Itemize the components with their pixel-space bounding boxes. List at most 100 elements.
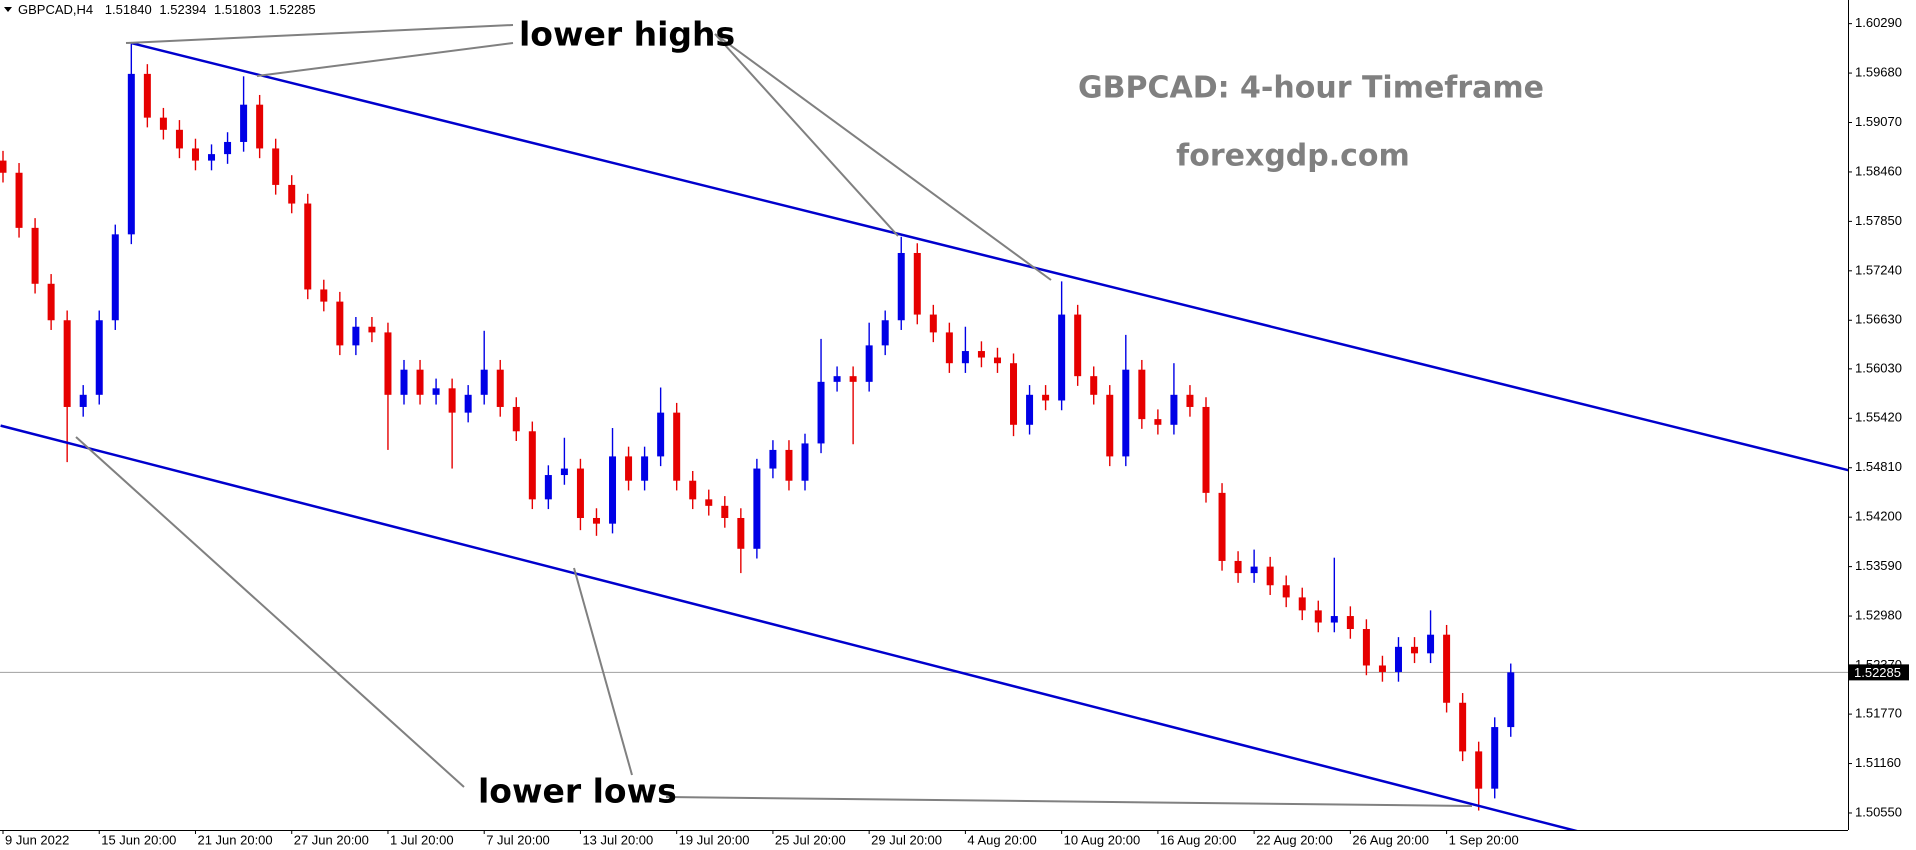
y-tick-label: 1.54200 [1855, 509, 1902, 524]
candle-body [448, 388, 456, 413]
current-price-label: 1.52285 [1854, 665, 1901, 680]
quote-high: 1.52394 [159, 2, 206, 17]
candle-body [352, 326, 360, 346]
callout-line [75, 436, 465, 788]
candle-body [576, 468, 584, 518]
callout-line [125, 24, 514, 44]
candle-body [1282, 585, 1290, 598]
x-tick-label: 1 Sep 20:00 [1449, 832, 1519, 847]
candle-body [977, 351, 985, 358]
candle-body [1138, 369, 1146, 420]
y-tick-label: 1.51770 [1855, 706, 1902, 721]
candle-body [625, 456, 633, 481]
candle-body [705, 499, 713, 506]
x-tick-label: 19 Jul 20:00 [679, 832, 750, 847]
candle-body [657, 412, 665, 457]
candle-body [897, 252, 905, 321]
annotation: lower lows [478, 772, 677, 811]
candle-body [432, 388, 440, 395]
y-tick-label: 1.50550 [1855, 804, 1902, 819]
x-tick-label: 21 Jun 20:00 [197, 832, 272, 847]
callout-line [714, 33, 899, 237]
candle-body [1122, 369, 1130, 457]
candle-body [528, 431, 536, 500]
candle-body [1298, 597, 1306, 611]
y-tick-label: 1.59680 [1855, 65, 1902, 80]
candle-body [496, 369, 504, 407]
y-tick-label: 1.52980 [1855, 607, 1902, 622]
y-tick-label: 1.51160 [1855, 755, 1901, 770]
candle-body [785, 449, 793, 481]
candle-body [961, 351, 969, 364]
candle-body [1186, 394, 1194, 407]
y-tick-label: 1.53590 [1855, 558, 1902, 573]
candle-body [1042, 394, 1050, 401]
candle-body [480, 369, 488, 395]
callout-line [665, 796, 1473, 807]
candle-body [737, 517, 745, 549]
candle-body [224, 141, 232, 155]
candle-body [1427, 634, 1435, 654]
candle-body [1026, 394, 1034, 425]
candle-body [1202, 406, 1210, 493]
candle-body [833, 376, 841, 382]
candle-body [368, 326, 376, 333]
candle-body [191, 148, 199, 161]
quote-open: 1.51840 [105, 2, 152, 17]
candle-body [1106, 394, 1114, 457]
y-tick-label: 1.55420 [1855, 410, 1902, 425]
candle-body [512, 406, 520, 432]
candle-body [673, 412, 681, 481]
candle-body [544, 475, 552, 500]
candle-body [1411, 646, 1419, 654]
trendline-layer [0, 41, 1848, 830]
x-tick-label: 22 Aug 20:00 [1256, 832, 1333, 847]
y-tick-label: 1.58460 [1855, 163, 1902, 178]
chart-title: GBPCAD: 4-hour Timeframe [1078, 71, 1544, 106]
candle-body [336, 301, 344, 346]
candle-body [1443, 634, 1451, 703]
candle-body [384, 332, 392, 395]
candle-body [641, 456, 649, 481]
candle-body [865, 345, 873, 382]
candle-body [753, 468, 761, 549]
candle-body [208, 154, 216, 161]
x-tick-label: 27 Jun 20:00 [294, 832, 369, 847]
candle-body [1074, 314, 1082, 377]
candle-body [464, 394, 472, 413]
candle-body [31, 227, 39, 284]
candle-body [95, 320, 103, 395]
candle-body [1250, 566, 1258, 574]
y-tick-label: 1.57850 [1855, 213, 1902, 228]
x-tick-label: 15 Jun 20:00 [101, 832, 176, 847]
candle-body [1507, 672, 1515, 728]
x-tick-label: 9 Jun 2022 [5, 832, 69, 847]
candle-body [913, 252, 921, 315]
candle-body [945, 332, 953, 364]
candle-body [849, 376, 857, 382]
candle-body [592, 517, 600, 524]
x-tick-label: 26 Aug 20:00 [1352, 832, 1429, 847]
overlay-layer: 1.52285 [1849, 664, 1909, 681]
x-tick-label: 1 Jul 20:00 [390, 832, 454, 847]
candle-body [1346, 616, 1354, 630]
candle-body [47, 283, 55, 321]
candle-body [1330, 616, 1338, 623]
x-tick-label: 13 Jul 20:00 [582, 832, 653, 847]
candle-body [0, 160, 7, 173]
candle-body [801, 443, 809, 481]
current-price-box [1849, 664, 1909, 681]
x-tick-label: 10 Aug 20:00 [1064, 832, 1141, 847]
candle-body [400, 369, 408, 395]
x-tick-label: 16 Aug 20:00 [1160, 832, 1237, 847]
quote-close: 1.52285 [269, 2, 316, 17]
y-tick-label: 1.56630 [1855, 312, 1902, 327]
candle-body [320, 289, 328, 302]
chart-header: GBPCAD,H4 1.51840 1.52394 1.51803 1.5228… [18, 2, 316, 17]
candle-body [272, 148, 280, 185]
candle-body [1459, 702, 1467, 752]
candle-body [929, 314, 937, 333]
